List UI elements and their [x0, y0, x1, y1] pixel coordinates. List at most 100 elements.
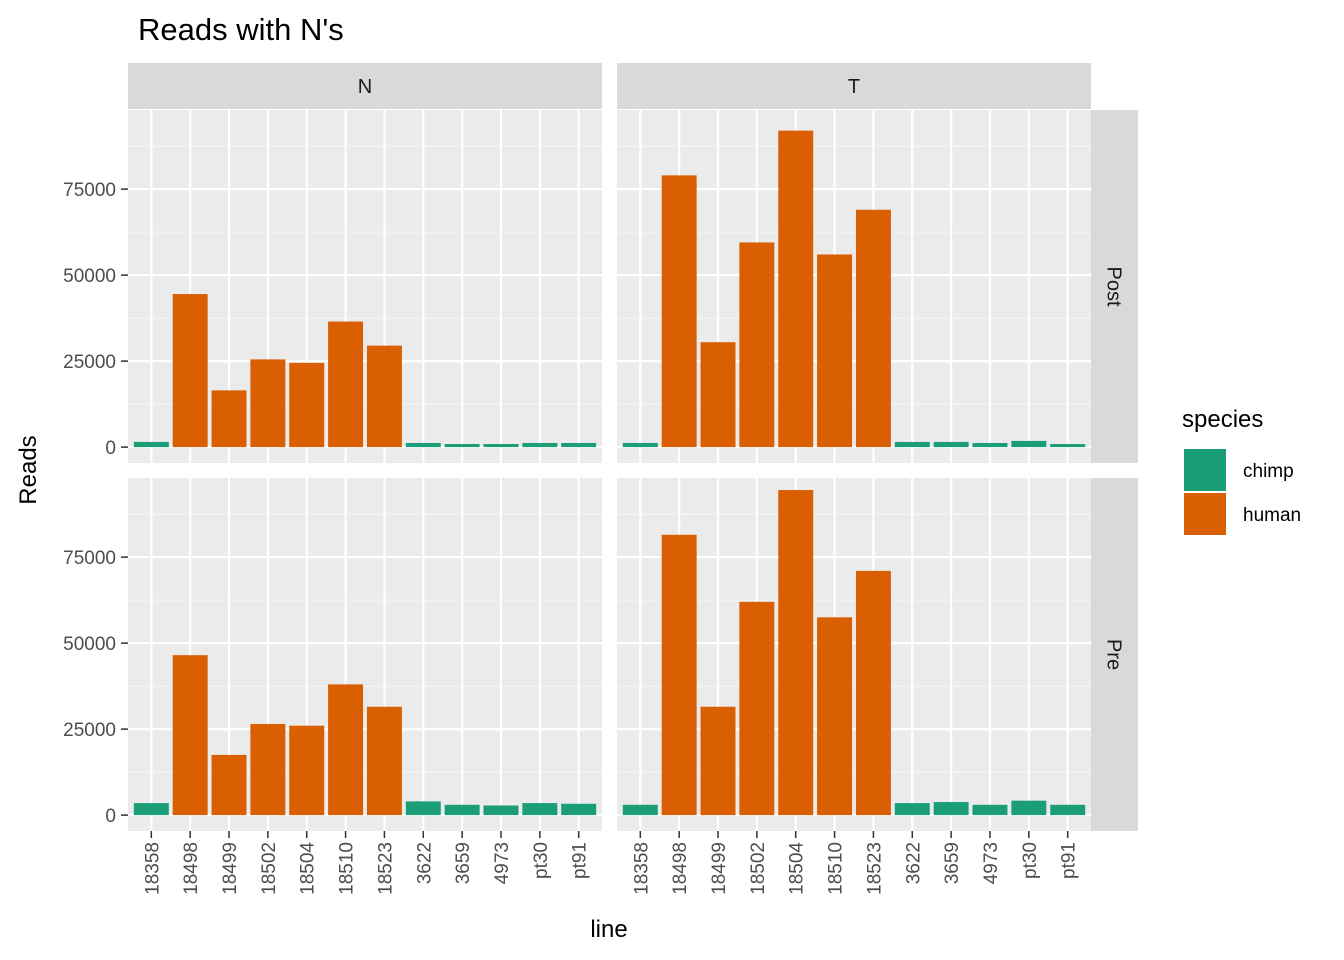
legend-key-human — [1184, 493, 1226, 535]
bar-n-post-18523 — [366, 345, 402, 448]
bar-t-pre-18504 — [778, 490, 814, 816]
bar-t-pre-18510 — [817, 617, 853, 816]
bar-n-pre-pt91 — [561, 803, 597, 816]
chart-title: Reads with N's — [138, 12, 344, 47]
legend-title: species — [1182, 406, 1263, 433]
y-tick-label: 25000 — [63, 352, 116, 373]
x-tick-label-18502: 18502 — [259, 842, 280, 895]
bar-n-pre-18499 — [211, 754, 247, 816]
panel-n-pre — [128, 478, 602, 831]
bar-t-pre-18502 — [739, 601, 775, 816]
bar-t-post-3622 — [894, 441, 930, 448]
bar-n-post-3659 — [444, 444, 480, 448]
bar-n-pre-4973 — [483, 805, 519, 816]
bar-n-post-18499 — [211, 390, 247, 448]
bar-n-pre-18510 — [328, 684, 364, 816]
x-tick-label-18499: 18499 — [220, 842, 241, 895]
bar-n-post-18358 — [133, 441, 169, 448]
panel-t-post — [617, 110, 1091, 463]
facet-strip-label-n: N — [358, 76, 372, 98]
x-tick-label-18523: 18523 — [864, 842, 885, 895]
x-tick-label-18499: 18499 — [709, 842, 730, 895]
facet-strip-t — [617, 63, 1091, 109]
bar-t-post-3659 — [933, 441, 969, 448]
x-tick-label-pt91: pt91 — [570, 842, 591, 879]
bar-n-post-3622 — [405, 442, 441, 448]
bar-n-pre-18498 — [172, 655, 208, 816]
bar-t-pre-pt30 — [1011, 800, 1047, 816]
x-tick-label-pt91: pt91 — [1059, 842, 1080, 879]
bar-n-post-18502 — [250, 359, 286, 448]
x-tick-label-18504: 18504 — [298, 842, 319, 895]
bar-t-post-18499 — [700, 342, 736, 448]
y-axis-title: Reads — [15, 435, 42, 504]
facet-strip-post — [1091, 110, 1138, 463]
x-tick-label-3622: 3622 — [903, 842, 924, 884]
bar-t-post-18358 — [622, 442, 658, 448]
x-tick-label-18504: 18504 — [787, 842, 808, 895]
x-tick-label-18358: 18358 — [142, 842, 163, 895]
facet-strip-pre — [1091, 478, 1138, 831]
facet-strip-label-post: Post — [1103, 266, 1125, 306]
bar-t-pre-3622 — [894, 803, 930, 816]
y-tick-label: 0 — [105, 806, 116, 827]
bar-n-pre-3622 — [405, 801, 441, 816]
bar-t-post-4973 — [972, 442, 1008, 448]
bar-t-post-18504 — [778, 130, 814, 448]
y-tick-label: 75000 — [63, 548, 116, 569]
bar-t-pre-3659 — [933, 802, 969, 816]
legend-label-chimp: chimp — [1243, 461, 1294, 482]
facet-strip-label-pre: Pre — [1103, 639, 1125, 670]
bar-t-post-18510 — [817, 254, 853, 448]
bar-n-pre-18358 — [133, 803, 169, 816]
bar-t-pre-4973 — [972, 804, 1008, 816]
x-tick-label-pt30: pt30 — [1020, 842, 1041, 879]
x-tick-label-3659: 3659 — [942, 842, 963, 884]
bar-n-pre-pt30 — [522, 803, 558, 816]
panel-t-pre — [617, 478, 1091, 831]
legend-label-human: human — [1243, 505, 1301, 526]
bar-n-post-18498 — [172, 294, 208, 448]
x-tick-label-18510: 18510 — [826, 842, 847, 895]
bar-t-pre-18499 — [700, 706, 736, 816]
facet-strip-label-t: T — [848, 76, 860, 98]
x-tick-label-4973: 4973 — [981, 842, 1002, 884]
bar-t-pre-pt91 — [1050, 804, 1086, 816]
bar-n-pre-18502 — [250, 723, 286, 816]
x-tick-label-3622: 3622 — [414, 842, 435, 884]
bar-n-pre-18523 — [366, 706, 402, 816]
bar-n-pre-18504 — [289, 725, 325, 816]
bar-t-post-pt91 — [1050, 444, 1086, 448]
panel-n-post — [128, 110, 602, 463]
bar-n-post-4973 — [483, 444, 519, 448]
legend-key-chimp — [1184, 449, 1226, 491]
bar-t-post-18502 — [739, 242, 775, 448]
y-tick-label: 25000 — [63, 720, 116, 741]
bar-t-post-pt30 — [1011, 440, 1047, 448]
bar-t-post-18498 — [661, 175, 697, 448]
x-tick-label-18510: 18510 — [337, 842, 358, 895]
bar-t-pre-18498 — [661, 534, 697, 816]
bar-t-pre-18523 — [855, 570, 891, 816]
bar-t-post-18523 — [855, 209, 891, 448]
legend: species chimp human — [1182, 406, 1301, 535]
bar-n-post-pt91 — [561, 442, 597, 448]
facet-strip-n — [128, 63, 602, 109]
x-tick-label-18498: 18498 — [181, 842, 202, 895]
bar-n-post-18504 — [289, 362, 325, 448]
y-tick-label: 0 — [105, 438, 116, 459]
y-tick-label: 50000 — [63, 266, 116, 287]
x-tick-label-18502: 18502 — [748, 842, 769, 895]
x-tick-label-4973: 4973 — [492, 842, 513, 884]
x-tick-label-18523: 18523 — [375, 842, 396, 895]
y-tick-label: 50000 — [63, 634, 116, 655]
x-axis-title: line — [590, 916, 627, 943]
bar-n-post-18510 — [328, 321, 364, 448]
y-tick-label: 75000 — [63, 180, 116, 201]
bar-n-post-pt30 — [522, 442, 558, 448]
x-tick-label-18498: 18498 — [670, 842, 691, 895]
bar-t-pre-18358 — [622, 804, 658, 816]
x-tick-label-18358: 18358 — [631, 842, 652, 895]
bar-n-pre-3659 — [444, 804, 480, 816]
